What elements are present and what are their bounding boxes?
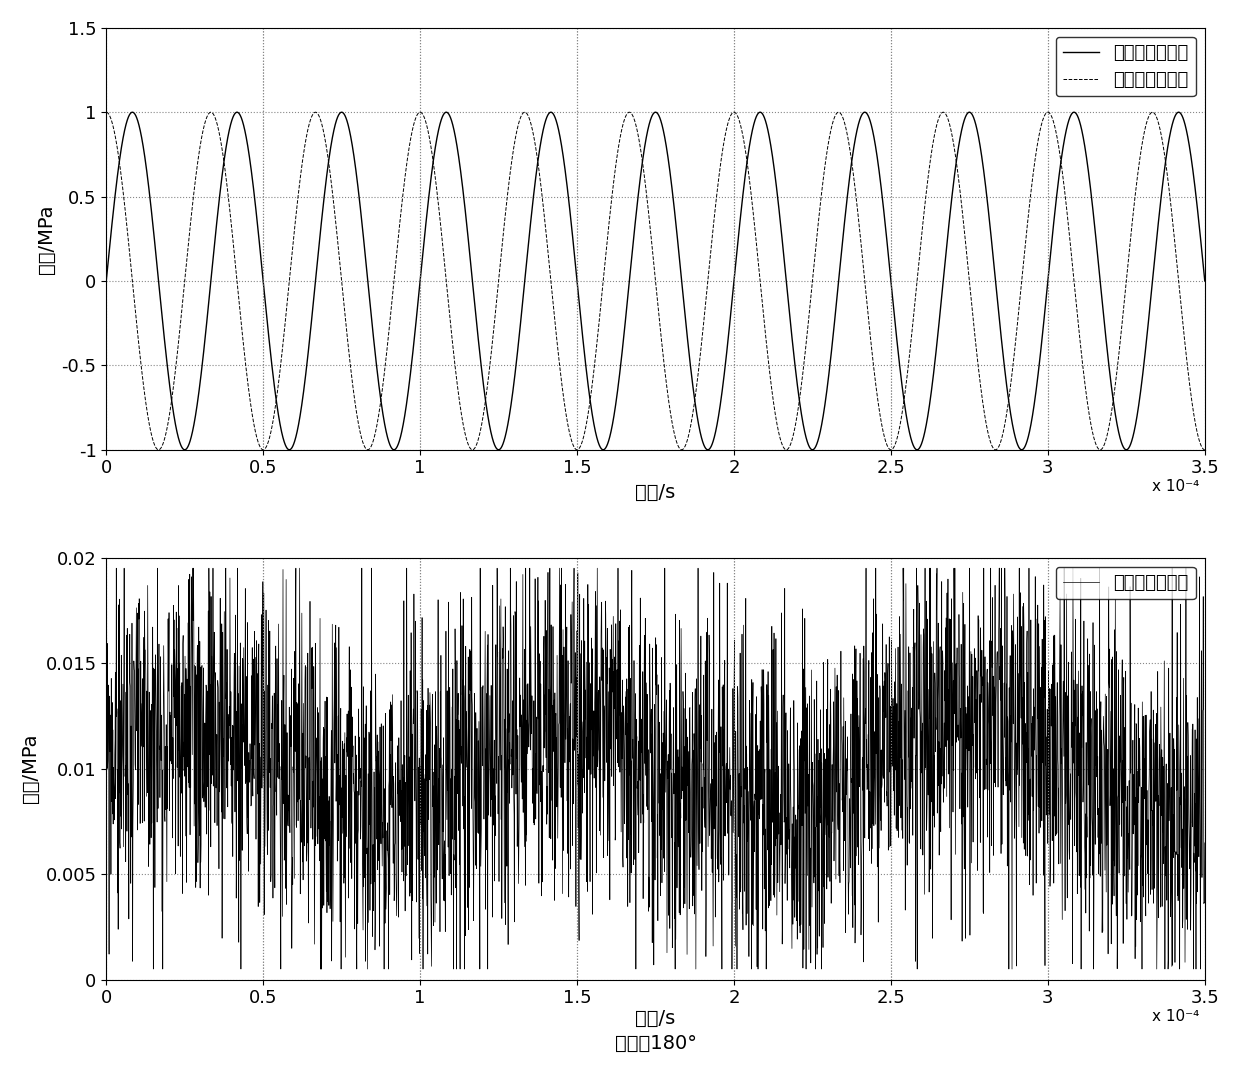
传感器输出信号 <box>618 707 632 720</box>
顶部换能器输出 <box>800 436 815 449</box>
Legend: 顶部换能器输出, 底部换能器输出: 顶部换能器输出, 底部换能器输出 <box>1055 37 1195 96</box>
Text: x 10⁻⁴: x 10⁻⁴ <box>1152 480 1199 494</box>
底部换能器输出 <box>1182 379 1197 392</box>
底部换能器输出 <box>800 326 815 339</box>
Legend: 传感器输出信号: 传感器输出信号 <box>1055 567 1195 599</box>
顶部换能器输出 <box>1183 143 1198 156</box>
传感器输出信号 <box>496 795 511 807</box>
底部换能器输出 <box>593 305 608 318</box>
Y-axis label: 幅値/MPa: 幅値/MPa <box>21 734 40 803</box>
底部换能器输出 <box>1195 441 1210 454</box>
传感器输出信号 <box>751 744 766 757</box>
传感器输出信号 <box>329 795 343 807</box>
顶部换能器输出 <box>1198 274 1213 287</box>
Line: 顶部换能器输出: 顶部换能器输出 <box>107 112 1205 450</box>
Y-axis label: 幅値/MPa: 幅値/MPa <box>37 204 56 273</box>
顶部换能器输出 <box>1084 190 1099 203</box>
X-axis label: 时间/s: 时间/s <box>635 483 676 502</box>
传感器输出信号 <box>797 612 812 625</box>
底部换能器输出 <box>1198 443 1213 456</box>
Text: x 10⁻⁴: x 10⁻⁴ <box>1152 1009 1199 1024</box>
传感器输出信号 <box>1112 755 1127 768</box>
传感器输出信号 <box>109 562 124 575</box>
底部换能器输出 <box>1084 420 1099 433</box>
Line: 传感器输出信号: 传感器输出信号 <box>107 568 1205 969</box>
传感器输出信号 <box>99 761 114 774</box>
底部换能器输出 <box>1053 154 1068 167</box>
顶部换能器输出 <box>543 106 558 119</box>
顶部换能器输出 <box>99 274 114 287</box>
底部换能器输出 <box>99 106 114 119</box>
顶部换能器输出 <box>1054 155 1069 168</box>
传感器输出信号 <box>1198 836 1213 849</box>
Text: 相位差180°: 相位差180° <box>615 1035 697 1053</box>
传感器输出信号 <box>146 962 161 975</box>
Line: 底部换能器输出: 底部换能器输出 <box>107 112 1205 450</box>
顶部换能器输出 <box>593 441 608 454</box>
X-axis label: 时间/s: 时间/s <box>635 1008 676 1027</box>
顶部换能器输出 <box>1195 251 1210 264</box>
顶部换能器输出 <box>281 443 296 456</box>
